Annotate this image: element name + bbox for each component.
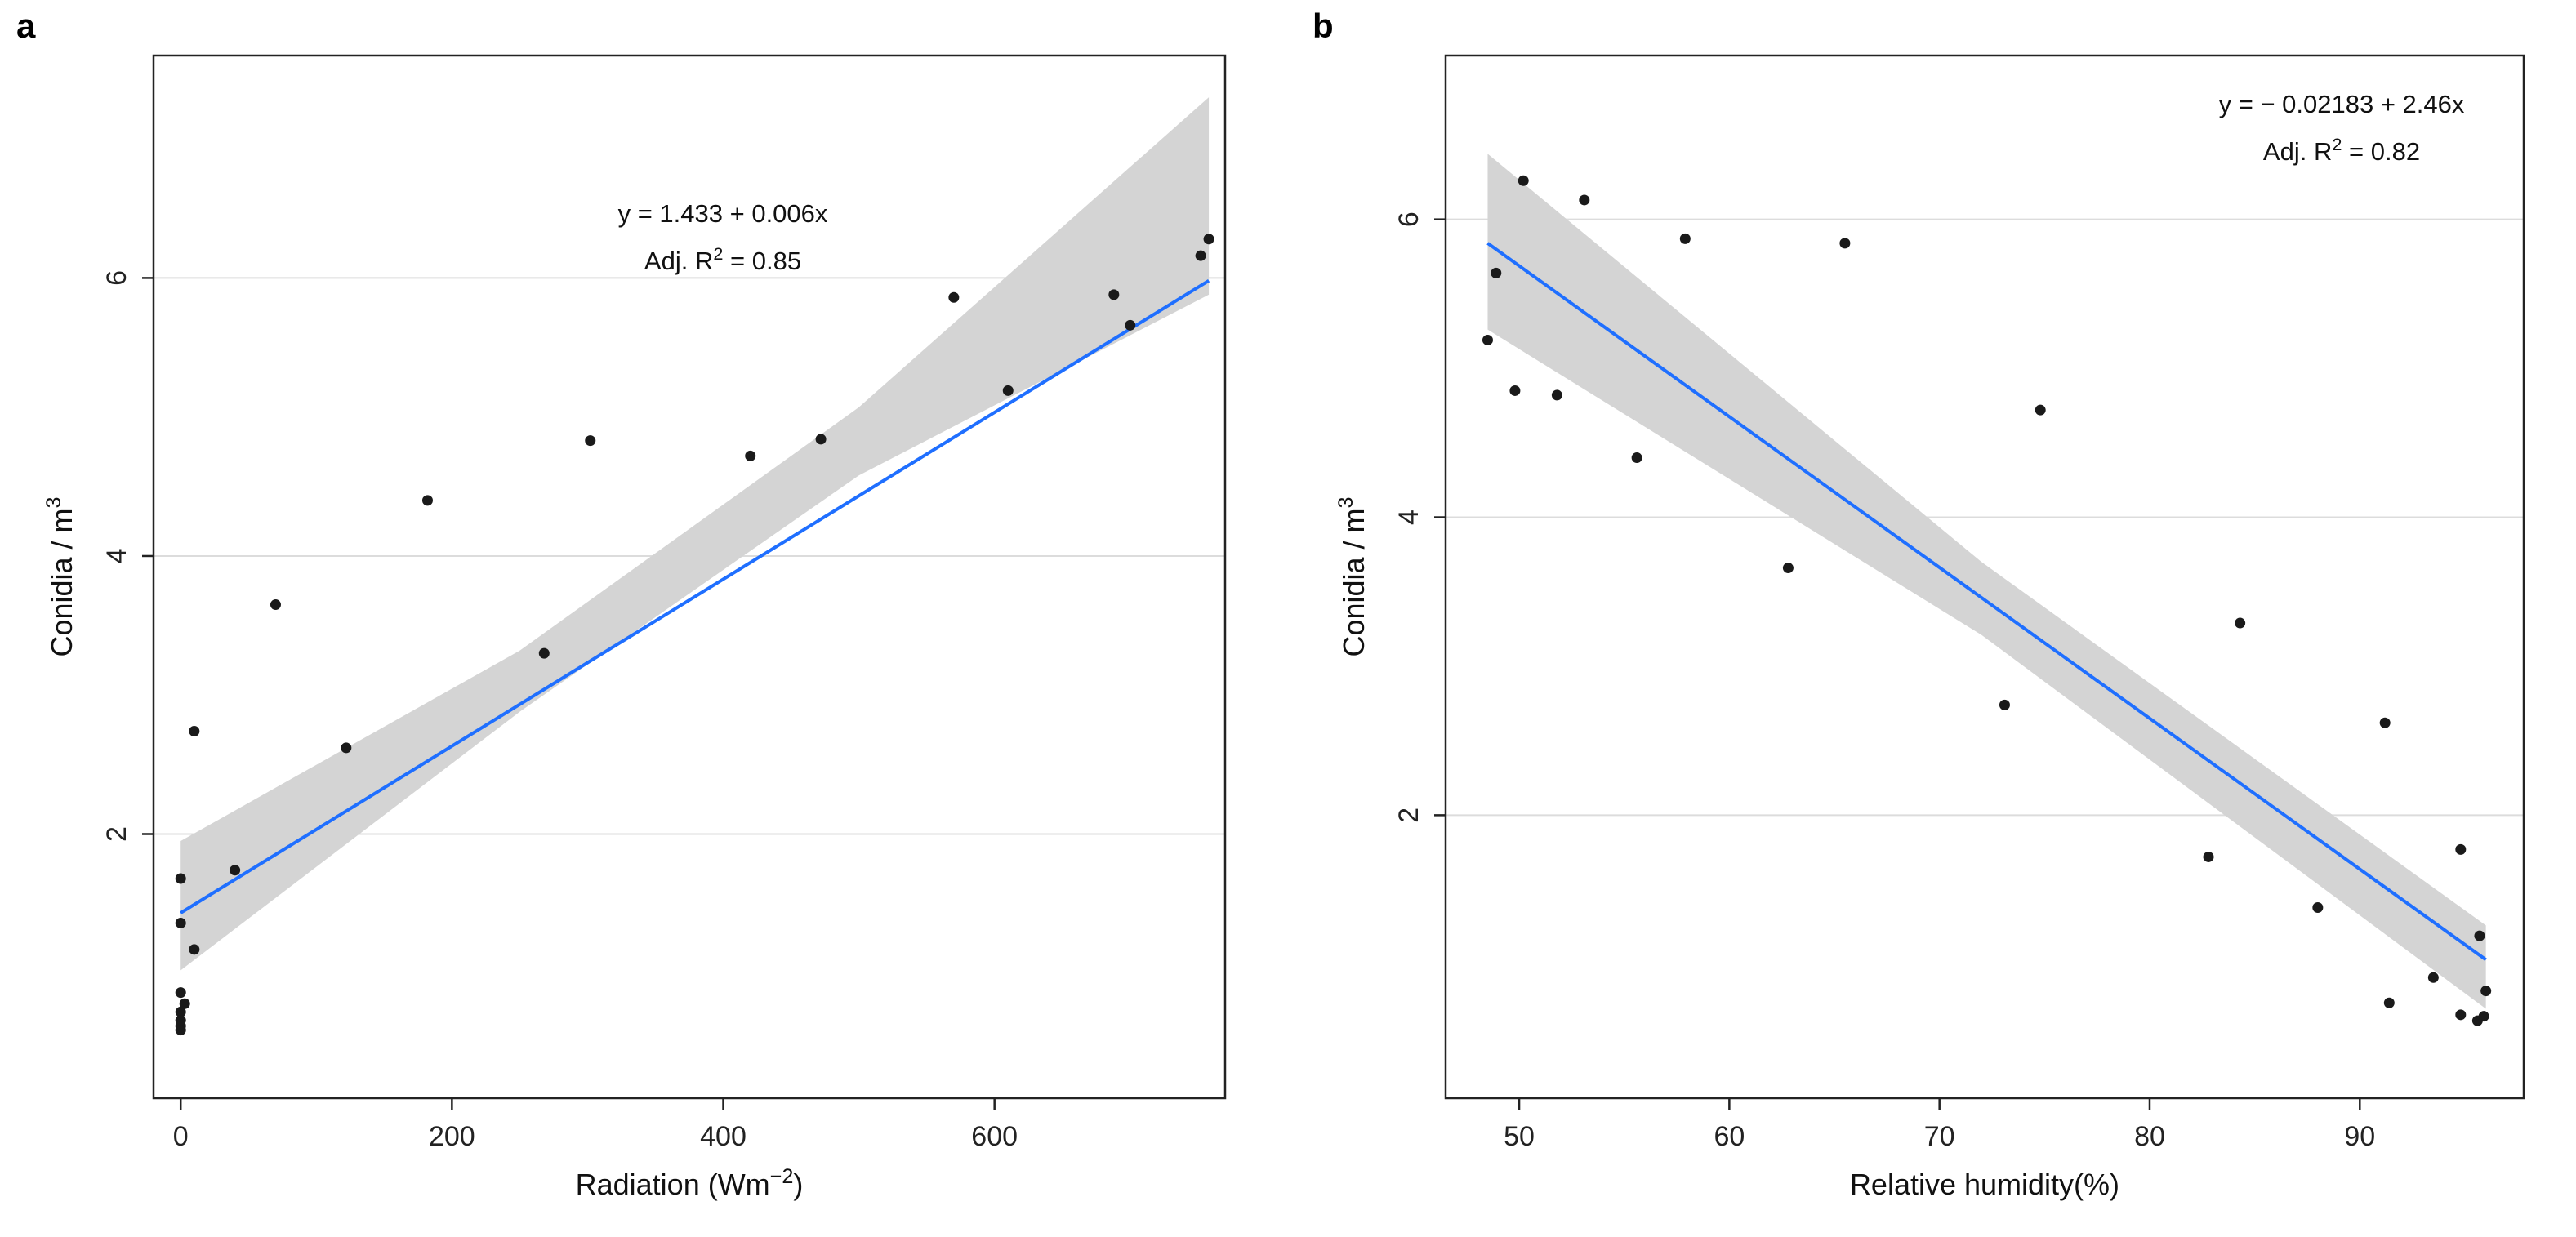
plot-frame xyxy=(152,54,1227,1100)
regression-line xyxy=(180,278,1210,914)
x-tick-label: 400 xyxy=(700,1121,747,1152)
data-point xyxy=(230,865,241,876)
data-point xyxy=(2478,1011,2489,1022)
x-tick-label: 50 xyxy=(1504,1121,1535,1152)
data-point xyxy=(948,291,960,303)
r-squared-label: Adj. R2 = 0.85 xyxy=(644,243,801,276)
data-point xyxy=(745,450,756,461)
regression-line xyxy=(1486,242,2487,961)
y-tick-label: 2 xyxy=(101,826,132,842)
data-point xyxy=(1679,233,1691,244)
data-point xyxy=(1551,389,1562,401)
x-tick-label: 0 xyxy=(173,1121,189,1152)
regression-equation: y = 1.433 + 0.006x xyxy=(618,199,828,228)
data-point xyxy=(175,987,186,999)
y-axis-label: Conidia / m3 xyxy=(1335,496,1370,656)
data-point xyxy=(1518,175,1529,186)
data-point xyxy=(175,917,186,928)
x-tick-label: 60 xyxy=(1714,1121,1745,1152)
data-point xyxy=(2427,972,2439,983)
y-tick-label: 6 xyxy=(1393,211,1424,227)
data-point xyxy=(189,944,200,955)
data-point xyxy=(2312,901,2324,913)
data-point xyxy=(1108,289,1120,300)
data-point xyxy=(538,647,550,659)
chart-b-canvas: 50 60 70 80 90 2 4 6 Relative humidity(%) Conidia… xyxy=(1335,54,2525,1201)
confidence-band xyxy=(1487,154,2486,1009)
data-point xyxy=(175,1025,186,1036)
data-point xyxy=(1782,563,1794,574)
data-point xyxy=(815,434,827,445)
x-tick-label: 600 xyxy=(971,1121,1018,1152)
data-point xyxy=(270,599,281,611)
panel-a: a 0 200 400 600 2 4 6 Radiation (Wm−2) Conidia /… xyxy=(16,7,1227,1201)
panel-label-b: b xyxy=(1313,7,1334,45)
y-tick-label: 6 xyxy=(101,270,132,286)
y-axis-label: Conidia / m3 xyxy=(42,496,78,656)
data-point xyxy=(2480,986,2492,997)
chart-a-canvas: 0 200 400 600 2 4 6 Radiation (Wm−2) Conidia / m… xyxy=(42,54,1227,1201)
x-tick-label: 80 xyxy=(2134,1121,2165,1152)
data-point xyxy=(1203,234,1214,245)
x-axis-label: Radiation (Wm−2) xyxy=(576,1165,804,1201)
x-tick-label: 200 xyxy=(429,1121,475,1152)
data-point xyxy=(2035,404,2046,416)
x-tick-label: 90 xyxy=(2344,1121,2375,1152)
data-point xyxy=(1002,385,1014,396)
data-point xyxy=(2235,617,2246,629)
data-point xyxy=(179,998,190,1009)
data-point xyxy=(175,1006,186,1017)
data-point xyxy=(2383,997,2395,1008)
y-tick-label: 4 xyxy=(1393,509,1424,525)
data-point xyxy=(421,495,433,506)
x-tick-label: 70 xyxy=(1924,1121,1955,1152)
data-point xyxy=(1839,238,1851,249)
x-axis-label: Relative humidity(%) xyxy=(1850,1168,2119,1201)
data-point xyxy=(1125,319,1136,331)
panel-b: b 50 60 70 80 90 2 4 6 Relative humidity(%) Conid… xyxy=(1288,0,2576,1237)
regression-equation: y = − 0.02183 + 2.46x xyxy=(2219,90,2465,118)
panel-label-a: a xyxy=(16,7,36,45)
y-tick-label: 2 xyxy=(1393,808,1424,823)
data-point xyxy=(2203,851,2214,862)
data-point xyxy=(1999,699,2010,710)
data-point xyxy=(1509,385,1521,396)
data-point xyxy=(1579,194,1590,206)
confidence-band xyxy=(180,97,1210,971)
data-point xyxy=(189,725,200,736)
data-point xyxy=(2474,930,2485,941)
data-point xyxy=(1491,267,1502,278)
r-squared-label: Adj. R2 = 0.82 xyxy=(2263,134,2420,167)
data-point xyxy=(2455,1009,2467,1021)
data-point xyxy=(341,742,352,754)
data-point xyxy=(175,873,186,884)
data-point xyxy=(2379,717,2391,728)
data-point xyxy=(2455,843,2467,855)
data-point xyxy=(1482,334,1493,345)
y-tick-label: 4 xyxy=(101,548,132,563)
data-point xyxy=(585,435,596,447)
plot-frame xyxy=(1444,54,2525,1100)
data-point xyxy=(1631,452,1642,464)
data-point xyxy=(1195,250,1206,261)
